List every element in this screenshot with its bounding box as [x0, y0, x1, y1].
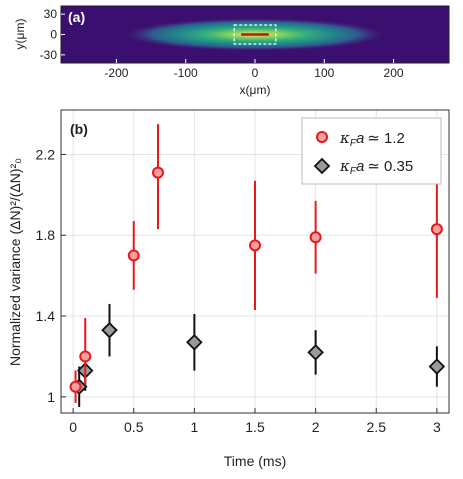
data-point-diamond: [428, 358, 446, 375]
panel-b: 0 0.5 1 1.5 2 2.5 3 1 1.4 1.8 2.2 (b) Time (ms) N…: [7, 109, 450, 469]
b-y-tick-label: 1.8: [36, 227, 56, 243]
panel-a-label: (a): [68, 9, 85, 25]
data-point-circle: [249, 239, 261, 252]
b-x-tick-label: 2.5: [367, 419, 387, 435]
a-x-tick-label: 100: [314, 66, 334, 80]
panel-b-y-ticks: 1 1.4 1.8 2.2: [36, 146, 66, 405]
a-y-tick-label: -30: [40, 48, 58, 62]
data-point-circle: [430, 223, 443, 236]
data-point-diamond: [186, 334, 203, 351]
b-x-tick-label: 0: [69, 419, 77, 435]
data-point-circle: [152, 166, 164, 179]
b-x-tick-label: 1: [190, 419, 198, 435]
b-x-tick-label: 3: [433, 419, 441, 435]
panel-a-y-ticks: -30 0 30: [40, 7, 65, 62]
b-x-tick-label: 0.5: [124, 419, 144, 435]
b-y-tick-label: 1: [47, 389, 55, 405]
a-y-tick-label: 0: [50, 28, 57, 42]
highlight-region-box: [233, 24, 277, 45]
panel-b-y-axis-label: Normalized variance (ΔN)²/(ΔN)²₀: [7, 158, 23, 366]
panel-a-x-ticks: -200 -100 0 100 200: [104, 59, 404, 80]
data-point-circle: [309, 231, 322, 244]
a-x-tick-label: 200: [384, 66, 404, 80]
b-x-tick-label: 1.5: [245, 419, 265, 435]
b-x-tick-label: 2: [312, 419, 320, 435]
data-point-diamond: [307, 344, 324, 361]
legend-entry-1: κFa ≃ 1.2: [339, 129, 405, 149]
panel-a: (a) -200 -100 0 100 200 -30 0 30 x(μm) y(μm): [13, 5, 450, 97]
legend-marker-diamond: [313, 157, 331, 175]
panel-b-x-ticks: 0 0.5 1 1.5 2 2.5 3: [69, 408, 441, 435]
legend-box: [301, 117, 442, 185]
a-x-tick-label: -100: [174, 66, 198, 80]
legend-marker-circle: [316, 131, 328, 143]
a-x-tick-label: -200: [104, 66, 128, 80]
data-point-diamond: [101, 321, 118, 339]
series-layer: [69, 124, 446, 407]
a-y-tick-label: 30: [44, 7, 58, 21]
b-y-tick-label: 1.4: [36, 308, 56, 324]
panel-b-label: (b): [70, 121, 88, 137]
panel-a-y-axis-label: y(μm): [13, 19, 27, 50]
a-x-tick-label: 0: [252, 66, 259, 80]
legend-entry-2: κFa ≃ 0.35: [339, 157, 413, 177]
data-point-circle: [69, 380, 82, 393]
b-y-tick-label: 2.2: [36, 146, 56, 162]
panel-a-x-axis-label: x(μm): [240, 83, 271, 97]
legend: κFa ≃ 1.2 κFa ≃ 0.35: [301, 117, 442, 185]
data-point-circle: [79, 350, 92, 363]
data-point-circle: [127, 249, 140, 262]
panel-b-x-axis-label: Time (ms): [224, 453, 286, 469]
